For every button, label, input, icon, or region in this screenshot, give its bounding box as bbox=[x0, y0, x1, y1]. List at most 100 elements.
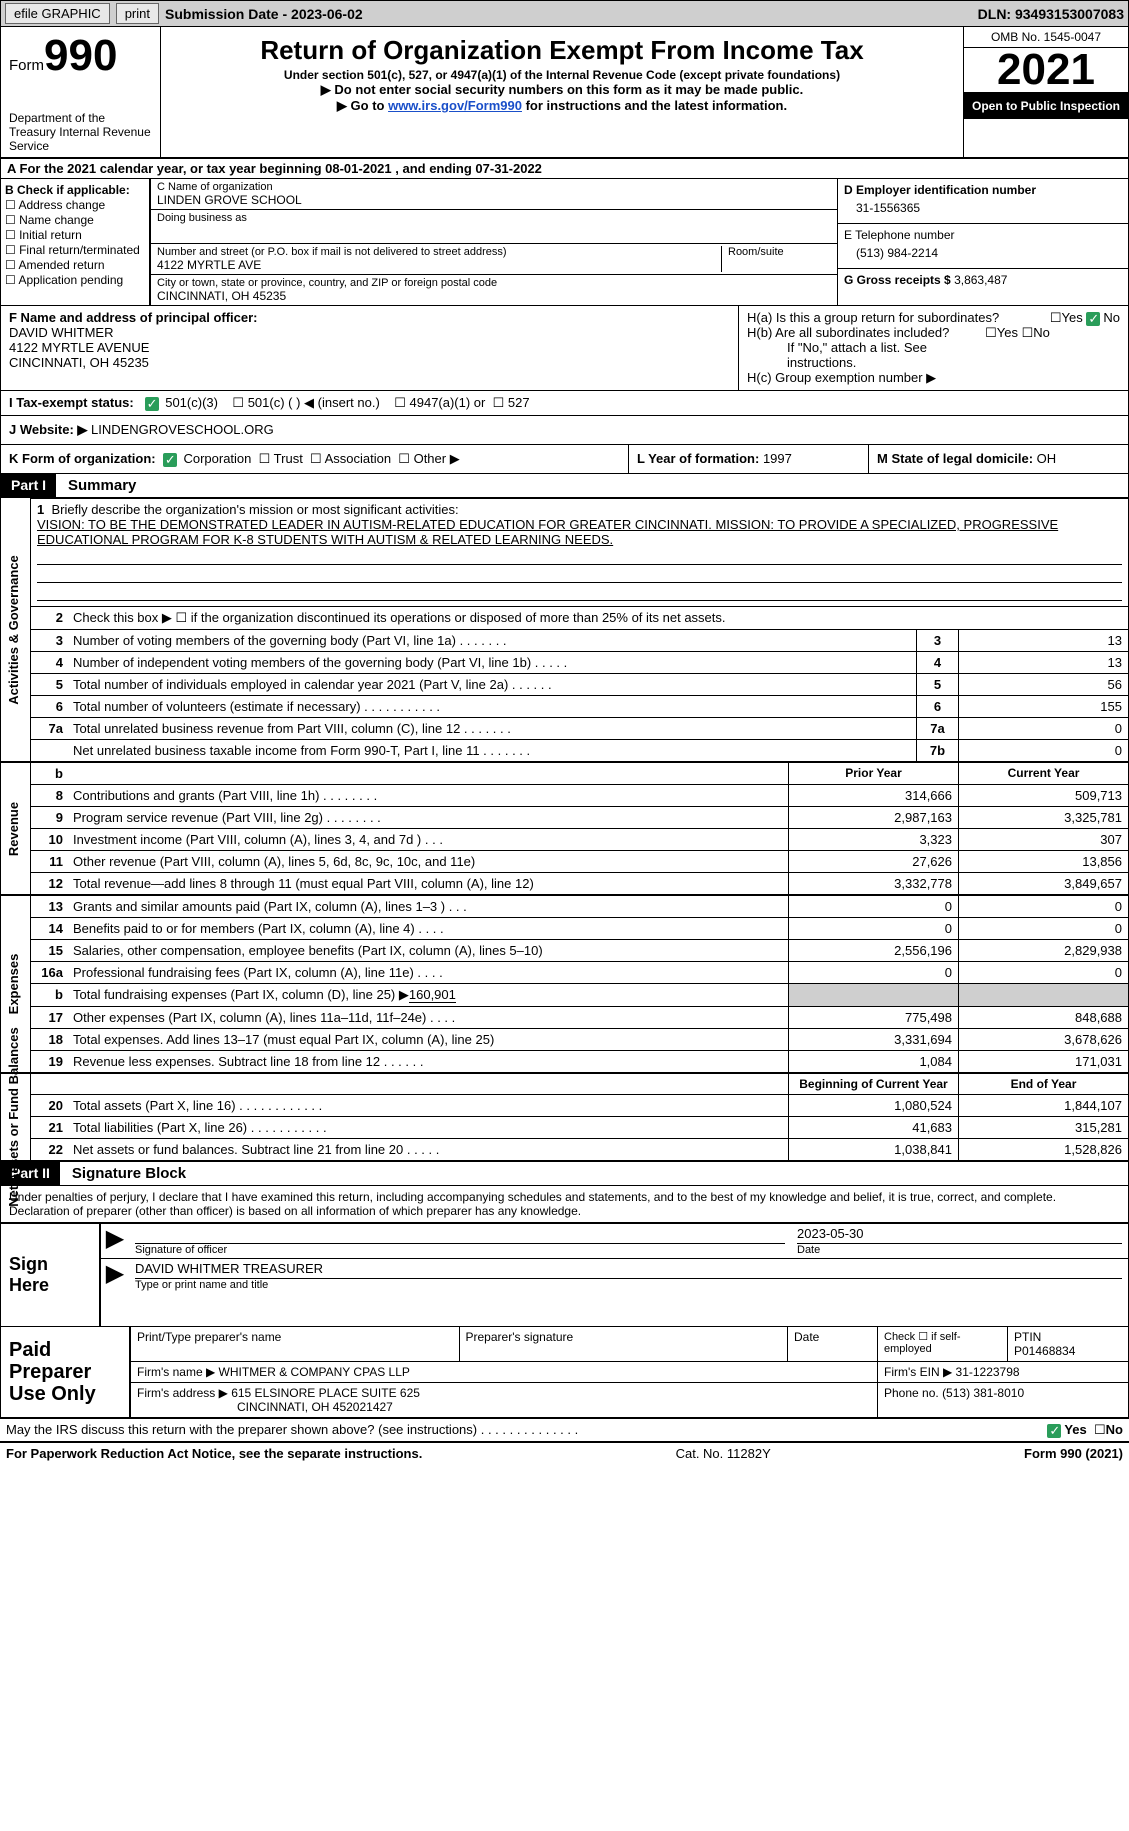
line-8-prior: 314,666 bbox=[788, 785, 958, 806]
officer-label: F Name and address of principal officer: bbox=[9, 310, 258, 325]
form-number: Form990 bbox=[9, 31, 152, 81]
line-22-end: 1,528,826 bbox=[958, 1139, 1128, 1160]
signature-date: 2023-05-30 bbox=[797, 1226, 1122, 1244]
line-16b: Total fundraising expenses (Part IX, col… bbox=[67, 984, 788, 1006]
gross-receipts-value: 3,863,487 bbox=[954, 273, 1007, 287]
room-suite-label: Room/suite bbox=[728, 246, 831, 258]
firm-addr2: CINCINNATI, OH 452021427 bbox=[137, 1400, 393, 1414]
line-10: Investment income (Part VIII, column (A)… bbox=[67, 829, 788, 850]
ptin-label: PTIN bbox=[1014, 1330, 1041, 1344]
line-7b-value: 0 bbox=[958, 740, 1128, 761]
line-3: Number of voting members of the governin… bbox=[67, 630, 916, 651]
h-b: H(b) Are all subordinates included? ☐Yes… bbox=[747, 325, 1120, 340]
line-7a-value: 0 bbox=[958, 718, 1128, 739]
line-7a: Total unrelated business revenue from Pa… bbox=[67, 718, 916, 739]
ein-value: 31-1556365 bbox=[844, 197, 1122, 219]
paperwork-notice: For Paperwork Reduction Act Notice, see … bbox=[6, 1446, 422, 1461]
line-16a-prior: 0 bbox=[788, 962, 958, 983]
self-employed-check: Check ☐ if self-employed bbox=[878, 1327, 1008, 1361]
firm-phone: (513) 381-8010 bbox=[942, 1386, 1024, 1400]
line-13-current: 0 bbox=[958, 896, 1128, 917]
line-16a: Professional fundraising fees (Part IX, … bbox=[67, 962, 788, 983]
line-19: Revenue less expenses. Subtract line 18 … bbox=[67, 1051, 788, 1072]
print-button[interactable]: print bbox=[116, 3, 159, 24]
line-18-current: 3,678,626 bbox=[958, 1029, 1128, 1050]
line-21: Total liabilities (Part X, line 26) . . … bbox=[67, 1117, 788, 1138]
line-15: Salaries, other compensation, employee b… bbox=[67, 940, 788, 961]
line-5-value: 56 bbox=[958, 674, 1128, 695]
line-11-current: 13,856 bbox=[958, 851, 1128, 872]
line-9: Program service revenue (Part VIII, line… bbox=[67, 807, 788, 828]
line-7b: Net unrelated business taxable income fr… bbox=[67, 740, 916, 761]
firm-addr1: 615 ELSINORE PLACE SUITE 625 bbox=[231, 1386, 420, 1400]
line-1-label: Briefly describe the organization's miss… bbox=[51, 502, 458, 517]
line-21-end: 315,281 bbox=[958, 1117, 1128, 1138]
catalog-number: Cat. No. 11282Y bbox=[676, 1446, 771, 1461]
line-20: Total assets (Part X, line 16) . . . . .… bbox=[67, 1095, 788, 1116]
firm-ein: 31-1223798 bbox=[956, 1365, 1020, 1379]
street-address: 4122 MYRTLE AVE bbox=[157, 258, 721, 272]
line-11-prior: 27,626 bbox=[788, 851, 958, 872]
paid-preparer-label: Paid Preparer Use Only bbox=[1, 1327, 131, 1417]
line-18-prior: 3,331,694 bbox=[788, 1029, 958, 1050]
arrow-icon: ▶ bbox=[101, 1259, 129, 1293]
form-header: Form990 Department of the Treasury Inter… bbox=[0, 27, 1129, 159]
h-c: H(c) Group exemption number ▶ bbox=[747, 370, 1120, 386]
preparer-date-label: Date bbox=[794, 1330, 819, 1344]
type-name-label: Type or print name and title bbox=[135, 1279, 268, 1291]
line-11: Other revenue (Part VIII, column (A), li… bbox=[67, 851, 788, 872]
line-17-current: 848,688 bbox=[958, 1007, 1128, 1028]
firm-addr-label: Firm's address ▶ bbox=[137, 1386, 231, 1400]
form-footer: Form 990 (2021) bbox=[1024, 1446, 1123, 1461]
officer-name: DAVID WHITMER bbox=[9, 325, 113, 340]
line-10-current: 307 bbox=[958, 829, 1128, 850]
org-name-label: C Name of organization bbox=[157, 181, 831, 193]
501c3-checked bbox=[145, 397, 159, 411]
line-12-prior: 3,332,778 bbox=[788, 873, 958, 894]
efile-label: efile GRAPHIC bbox=[5, 3, 110, 24]
beginning-year-header: Beginning of Current Year bbox=[788, 1074, 958, 1094]
line-14: Benefits paid to or for members (Part IX… bbox=[67, 918, 788, 939]
open-to-public: Open to Public Inspection bbox=[964, 93, 1128, 119]
city-state-zip: CINCINNATI, OH 45235 bbox=[157, 289, 831, 303]
ha-no-checked bbox=[1086, 312, 1100, 326]
line-19-current: 171,031 bbox=[958, 1051, 1128, 1072]
year-formation: L Year of formation: 1997 bbox=[628, 445, 868, 473]
line-8: Contributions and grants (Part VIII, lin… bbox=[67, 785, 788, 806]
line-2: Check this box ▶ ☐ if the organization d… bbox=[67, 607, 1128, 629]
preparer-sig-label: Preparer's signature bbox=[466, 1330, 574, 1344]
arrow-icon: ▶ bbox=[101, 1224, 129, 1258]
tax-year: 2021 bbox=[964, 48, 1128, 93]
tax-exempt-status: I Tax-exempt status: 501(c)(3) ☐ 501(c) … bbox=[1, 391, 1128, 415]
line-15-current: 2,829,938 bbox=[958, 940, 1128, 961]
firm-ein-label: Firm's EIN ▶ bbox=[884, 1365, 956, 1379]
phone-value: (513) 984-2214 bbox=[844, 242, 1122, 264]
side-net-assets: Net Assets or Fund Balances bbox=[1, 1074, 31, 1160]
line-13: Grants and similar amounts paid (Part IX… bbox=[67, 896, 788, 917]
city-label: City or town, state or province, country… bbox=[157, 277, 831, 289]
line-21-begin: 41,683 bbox=[788, 1117, 958, 1138]
col-b-check-applicable: B Check if applicable: ☐ Address change … bbox=[1, 179, 151, 305]
form-subtitle-1: Under section 501(c), 527, or 4947(a)(1)… bbox=[171, 68, 953, 82]
h-b-note: If "No," attach a list. See instructions… bbox=[747, 340, 1120, 370]
treasury-dept: Department of the Treasury Internal Reve… bbox=[9, 111, 152, 153]
firm-name-label: Firm's name ▶ bbox=[137, 1365, 219, 1379]
row-a-tax-year: A For the 2021 calendar year, or tax yea… bbox=[0, 159, 1129, 179]
current-year-header: Current Year bbox=[958, 763, 1128, 784]
form-instructions-link: ▶ Go to www.irs.gov/Form990 for instruct… bbox=[171, 98, 953, 114]
line-4: Number of independent voting members of … bbox=[67, 652, 916, 673]
line-6: Total number of volunteers (estimate if … bbox=[67, 696, 916, 717]
line-18: Total expenses. Add lines 13–17 (must eq… bbox=[67, 1029, 788, 1050]
submission-date: Submission Date - 2023-06-02 bbox=[165, 6, 363, 22]
officer-name-title: DAVID WHITMER TREASURER bbox=[135, 1261, 1122, 1279]
form-of-org-label: K Form of organization: bbox=[9, 451, 156, 466]
h-a: H(a) Is this a group return for subordin… bbox=[747, 310, 1120, 325]
line-14-prior: 0 bbox=[788, 918, 958, 939]
corporation-checked bbox=[163, 453, 177, 467]
irs-link[interactable]: www.irs.gov/Form990 bbox=[388, 98, 522, 113]
line-3-value: 13 bbox=[958, 630, 1128, 651]
ein-label: D Employer identification number bbox=[844, 183, 1036, 197]
line-17: Other expenses (Part IX, column (A), lin… bbox=[67, 1007, 788, 1028]
dba-label: Doing business as bbox=[157, 212, 831, 224]
part-1-title: Summary bbox=[56, 474, 148, 497]
